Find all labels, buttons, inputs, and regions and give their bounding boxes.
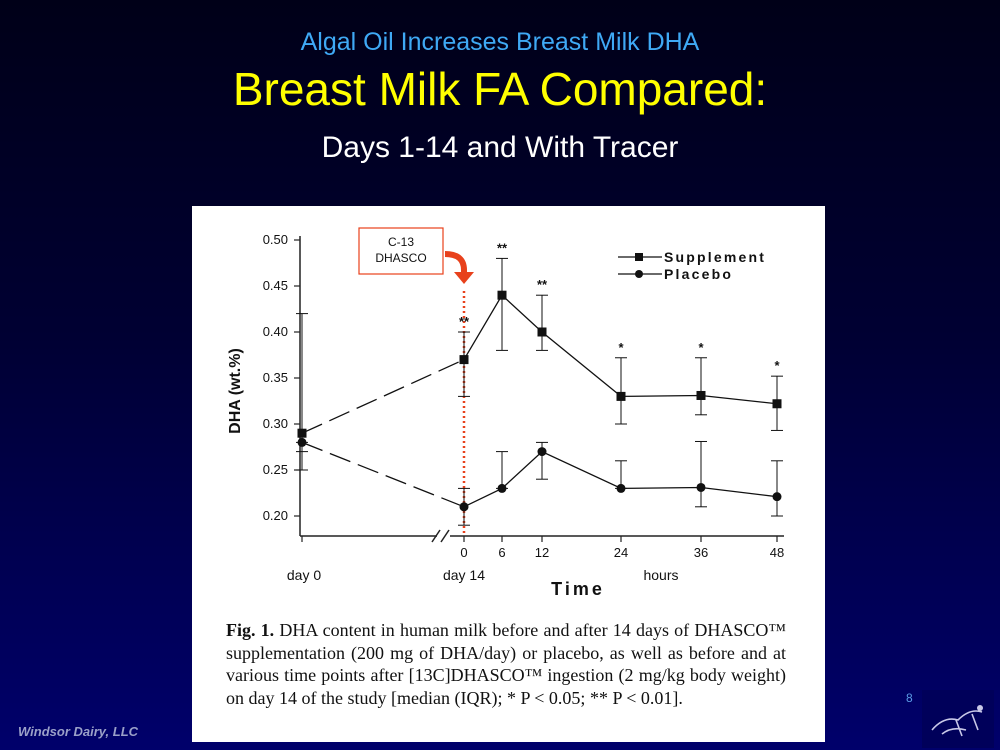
significance-label: ** [459,314,470,329]
significance-label: * [774,358,780,373]
significance-label: ** [537,277,548,292]
page-number: 8 [906,691,913,705]
point-supplement [537,327,547,337]
significance-label: ** [497,240,508,255]
figure-panel: 0.20 0.25 0.30 0.35 0.40 0.45 0.50 0 6 12 24 36 48 … [192,206,825,742]
significance-label: * [698,340,704,355]
series-supplement-dashed-line [301,359,465,434]
x-ticks: 0 6 12 24 36 48 [301,536,784,560]
logo-icon [922,690,994,748]
y-tick-label: 0.20 [263,508,288,523]
slide-kicker: Algal Oil Increases Breast Milk DHA [300,28,700,56]
caption-lead: Fig. 1. [226,620,275,640]
slide-subtitle: Days 1-14 and With Tracer [321,131,679,164]
x-tick-label: 24 [614,545,628,560]
x-group-label-day0: day 0 [287,567,321,583]
axis-break [431,529,450,543]
y-tick-label: 0.25 [263,462,288,477]
y-ticks: 0.20 0.25 0.30 0.35 0.40 0.45 0.50 [263,232,300,523]
point-placebo [772,492,782,502]
point-supplement [696,390,706,400]
slide-title: Breast Milk FA Compared: [232,63,768,115]
x-group-label-hours: hours [643,567,678,583]
point-placebo [696,482,706,492]
callout-box [358,227,444,275]
x-tick-label: 48 [770,545,784,560]
y-tick-label: 0.40 [263,324,288,339]
point-supplement [297,428,307,438]
point-placebo [297,437,307,447]
series-placebo-line [463,450,778,508]
legend-label-supplement: Supplement [664,249,766,265]
figure-caption: Fig. 1. DHA content in human milk before… [226,619,786,709]
y-tick-label: 0.45 [263,278,288,293]
point-supplement [459,355,469,365]
point-placebo [616,483,626,493]
y-tick-label: 0.50 [263,232,288,247]
significance-label: * [618,340,624,355]
callout-arrowhead [454,272,474,284]
point-placebo [459,502,469,512]
y-tick-label: 0.35 [263,370,288,385]
x-tick-label: 6 [498,545,505,560]
callout-line1: C-13 [388,235,414,249]
x-tick-label: 0 [460,545,467,560]
dha-chart: 0.200.250.300.350.400.450.50 0 6 12 24 36 48 … [227,227,784,599]
series-supplement-line [463,294,778,405]
y-axis-label: DHA (wt.%) [227,348,244,434]
caption-text: DHA content in human milk before and aft… [226,620,787,708]
x-group-label-day14: day 14 [443,567,485,583]
series-placebo-dashed-line [301,441,465,508]
point-supplement [497,290,507,300]
series-layer: ******* ** [296,240,783,526]
point-placebo [497,483,507,493]
legend-marker-supplement [635,253,643,261]
x-tick-label: 12 [535,545,549,560]
legend-marker-placebo [635,270,643,278]
x-axis-label: Time [551,579,605,599]
y-tick-label: 0.30 [263,416,288,431]
point-supplement [616,391,626,401]
footer-company: Windsor Dairy, LLC [18,724,139,739]
point-placebo [537,447,547,457]
callout-line2: DHASCO [375,251,426,265]
callout-arrow [444,251,467,274]
legend-label-placebo: Placebo [664,266,733,282]
point-supplement [772,399,782,409]
legend: Supplement Placebo [618,249,766,282]
x-tick-label: 36 [694,545,708,560]
